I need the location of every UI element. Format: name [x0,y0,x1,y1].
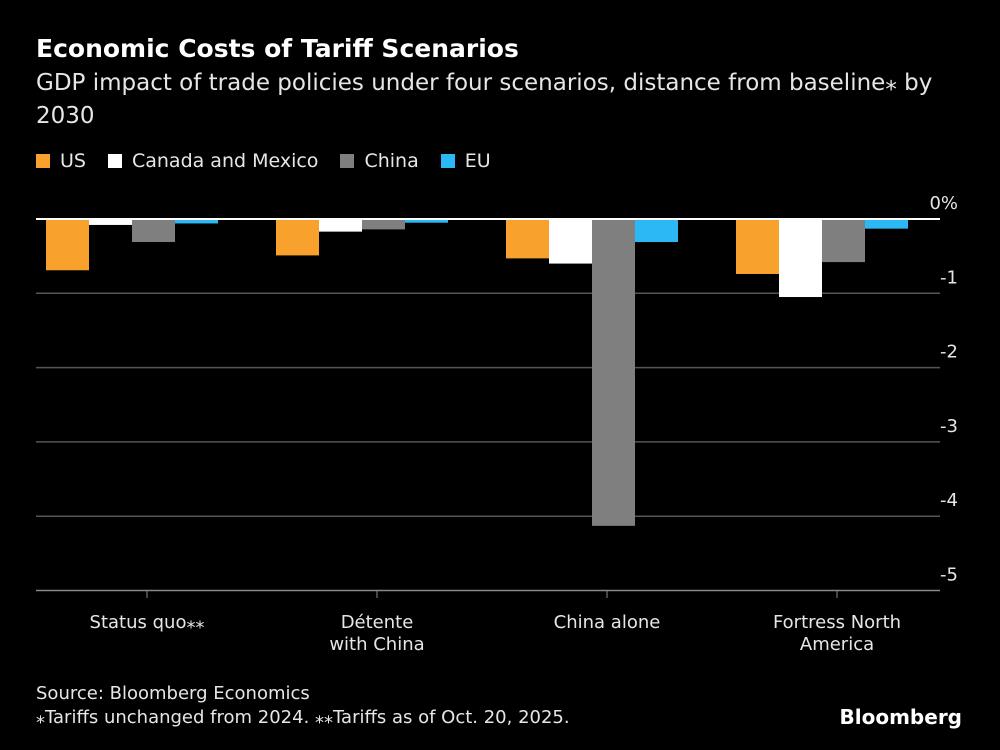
chart-subtitle: GDP impact of trade policies under four … [36,70,933,129]
bar-china [592,219,635,526]
legend-swatch [440,154,455,168]
legend-swatch [36,154,50,168]
legend-label: Canada and Mexico [131,150,319,172]
legend-item: Canada and Mexico [107,150,319,172]
bloomberg-logo: Bloomberg [839,705,962,729]
x-tick-label: Status quo⁎⁎ [90,612,205,633]
legend-item: EU [440,150,491,172]
y-tick-label: -1 [940,267,958,288]
legend-item: China [340,150,419,172]
bar-canada-and-mexico [779,219,822,298]
bar-eu [175,219,218,224]
bar-china [132,219,175,243]
legend-label: EU [464,150,491,172]
footer: Source: Bloomberg Economics ⁎Tariffs unc… [36,682,570,730]
y-tick-label: -5 [940,565,958,586]
bar-eu [865,219,908,229]
legend-swatch [107,154,122,168]
legend-label: US [60,150,86,172]
bar-us [736,219,779,274]
x-tick-label: China alone [554,612,661,633]
y-tick-label: -4 [940,490,958,511]
bar-us [46,219,89,271]
source-note: Source: Bloomberg Economics [36,683,310,704]
bar-china [822,219,865,263]
bar-china [362,219,405,230]
bar-canada-and-mexico [549,219,592,264]
bar-us [276,219,319,256]
bar-us [506,219,549,259]
chart-title: Economic Costs of Tariff Scenarios [36,34,519,63]
bar-canada-and-mexico [89,219,132,225]
y-tick-label: -2 [940,342,958,363]
bar-canada-and-mexico [319,219,362,232]
bar-eu [405,219,448,223]
x-tick-label: Fortress North America [773,612,901,655]
legend-label: China [364,150,419,172]
y-tick-label: -3 [940,416,958,437]
legend-item: US [36,150,86,172]
x-tick-label: Détente with China [329,612,424,655]
footnote: ⁎Tariffs unchanged from 2024. ⁎⁎Tariffs … [36,707,570,728]
y-tick-label: 0% [929,193,958,214]
legend: US Canada and Mexico China EU [36,150,491,172]
legend-swatch [340,154,355,168]
bar-eu [635,219,678,243]
